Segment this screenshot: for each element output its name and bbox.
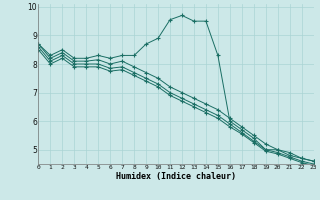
X-axis label: Humidex (Indice chaleur): Humidex (Indice chaleur)	[116, 172, 236, 181]
